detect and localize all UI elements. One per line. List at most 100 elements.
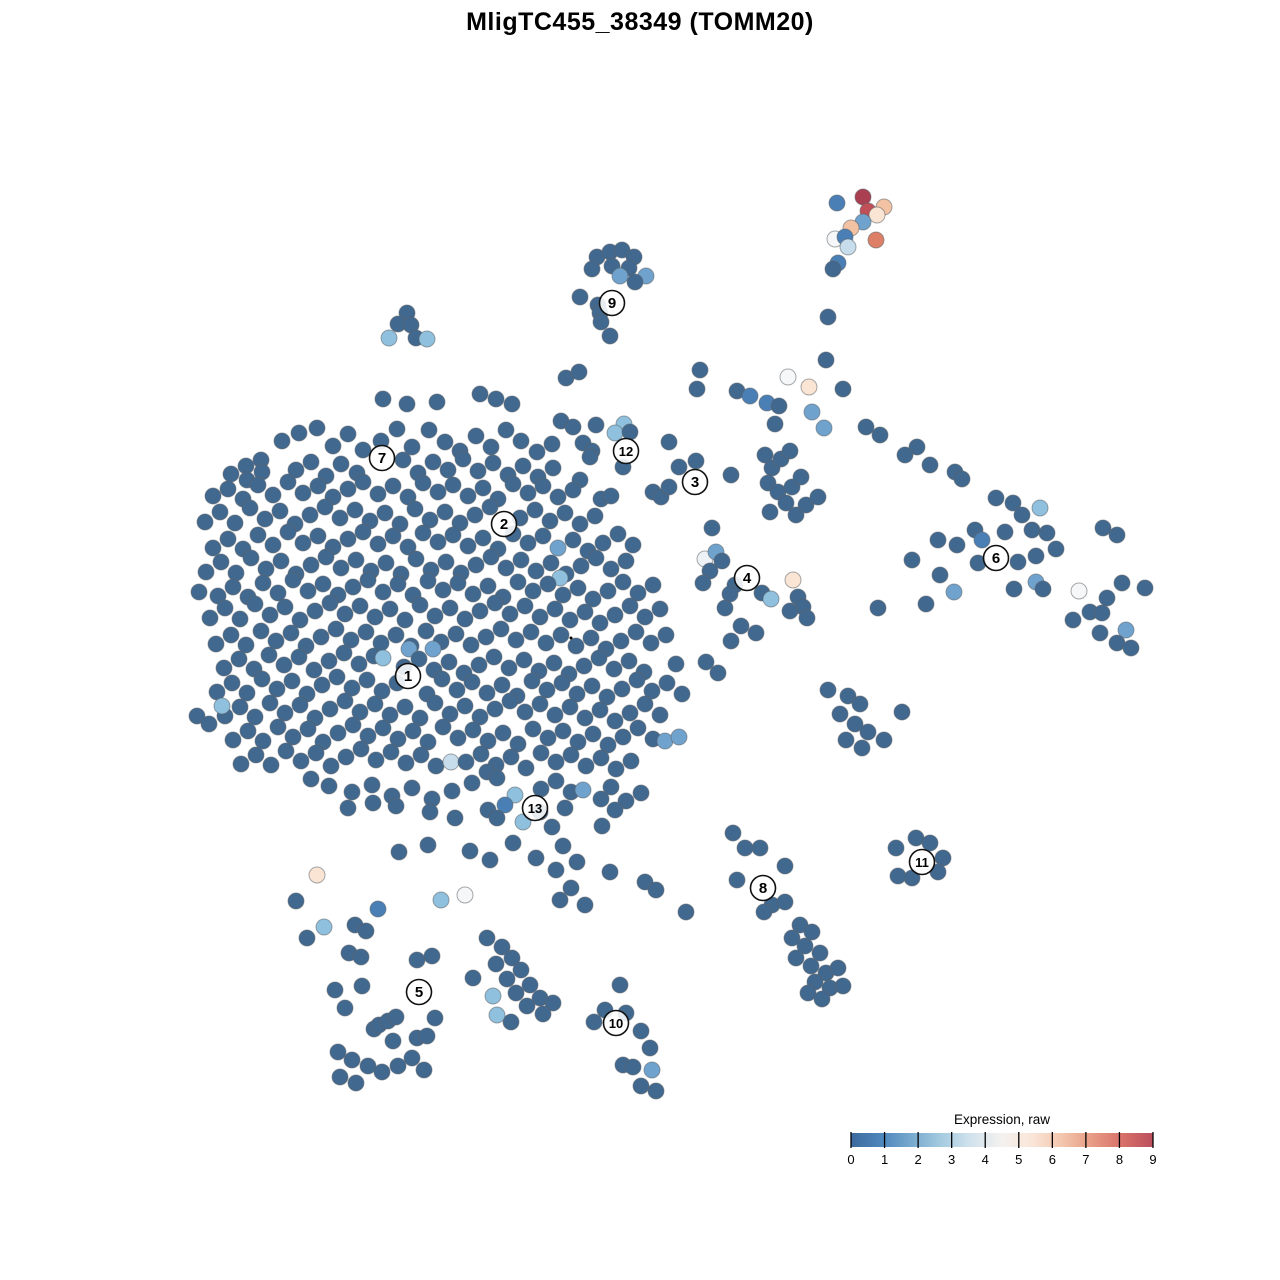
scatter-point <box>423 947 441 965</box>
scatter-point <box>846 715 864 733</box>
scatter-point <box>626 273 644 291</box>
scatter-point <box>358 671 376 689</box>
scatter-point <box>564 531 582 549</box>
scatter-point <box>636 695 654 713</box>
scatter-point <box>276 704 294 722</box>
scatter-point <box>534 527 552 545</box>
colorbar-tick-label: 2 <box>914 1152 921 1167</box>
scatter-point <box>380 329 398 347</box>
scatter-point <box>448 681 466 699</box>
scatter-point <box>544 459 562 477</box>
scatter-point <box>231 698 249 716</box>
scatter-point <box>599 736 617 754</box>
scatter-point <box>482 438 500 456</box>
scatter-point <box>498 970 516 988</box>
scatter-point <box>444 526 462 544</box>
scatter-point <box>477 628 495 646</box>
colorbar-tick-label: 7 <box>1082 1152 1089 1167</box>
cluster-label-number: 5 <box>415 984 423 1001</box>
scatter-point <box>197 563 215 581</box>
scatter-point <box>308 419 326 437</box>
scatter-point <box>223 674 241 692</box>
scatter-point <box>497 421 515 439</box>
scatter-point <box>367 751 385 769</box>
scatter-point <box>594 534 612 552</box>
scatter-point <box>973 531 991 549</box>
scatter-point <box>471 708 489 726</box>
scatter-point <box>1098 589 1116 607</box>
scatter-point <box>576 603 594 621</box>
cluster-label-circle <box>598 289 626 317</box>
scatter-point <box>346 501 364 519</box>
scatter-point <box>309 527 327 545</box>
scatter-point <box>321 700 339 718</box>
scatter-point <box>343 679 361 697</box>
scatter-point <box>770 397 788 415</box>
scatter-point <box>642 634 660 652</box>
scatter-point <box>1005 580 1023 598</box>
scatter-point <box>611 976 629 994</box>
scatter-point <box>716 599 734 617</box>
scatter-point <box>410 650 428 668</box>
scatter-point <box>1027 547 1045 565</box>
scatter-point <box>660 478 678 496</box>
scatter-point <box>766 415 784 433</box>
colorbar-legend: Expression, raw 0 1 2 3 4 5 6 7 8 9 <box>847 1112 1156 1167</box>
scatter-point <box>481 498 499 516</box>
scatter-point <box>673 685 691 703</box>
scatter-point <box>488 1006 506 1024</box>
cluster-label-circle <box>681 468 709 496</box>
scatter-point <box>837 731 855 749</box>
scatter-point <box>456 886 474 904</box>
scatter-point <box>809 488 827 506</box>
scatter-point <box>493 938 511 956</box>
scatter-point <box>354 473 372 491</box>
scatter-point <box>201 609 219 627</box>
scatter-point <box>516 597 534 615</box>
scatter-point <box>301 506 319 524</box>
scatter-point <box>369 535 387 553</box>
scatter-point <box>798 609 816 627</box>
scatter-point <box>1034 580 1052 598</box>
scatter-point <box>859 723 877 741</box>
scatter-point <box>290 648 308 666</box>
scatter-point <box>688 380 706 398</box>
scatter-point <box>421 803 439 821</box>
cluster-label-circle <box>394 662 422 690</box>
scatter-point <box>261 694 279 712</box>
scatter-point <box>347 1074 365 1092</box>
scatter-point <box>517 759 535 777</box>
scatter-point <box>621 704 639 722</box>
scatter-point <box>512 961 530 979</box>
scatter-point <box>732 617 750 635</box>
scatter-point <box>384 477 402 495</box>
scatter-point <box>543 435 561 453</box>
scatter-point <box>283 672 301 690</box>
scatter-point <box>454 450 472 468</box>
scatter-point <box>291 611 309 629</box>
scatter-point <box>471 385 489 403</box>
scatter-point <box>432 891 450 909</box>
scatter-point <box>651 706 669 724</box>
scatter-point <box>724 824 742 842</box>
scatter-point <box>291 696 309 714</box>
scatter-point <box>751 839 769 857</box>
scatter-point <box>407 550 425 568</box>
scatter-point <box>512 551 530 569</box>
scatter-point <box>797 496 815 514</box>
scatter-point <box>294 484 312 502</box>
scatter-point <box>396 611 414 629</box>
scatter-point <box>889 867 907 885</box>
scatter-point <box>1122 639 1140 657</box>
cluster-label-number: 8 <box>759 880 767 897</box>
scatter-point <box>329 1043 347 1061</box>
scatter-point <box>875 731 893 749</box>
scatter-point <box>366 608 384 626</box>
scatter-point <box>428 393 446 411</box>
scatter-point <box>222 626 240 644</box>
scatter-point <box>486 700 504 718</box>
scatter-point <box>469 462 487 480</box>
scatter-point <box>534 477 552 495</box>
scatter-point <box>609 525 627 543</box>
cluster-label-number: 1 <box>404 668 412 685</box>
